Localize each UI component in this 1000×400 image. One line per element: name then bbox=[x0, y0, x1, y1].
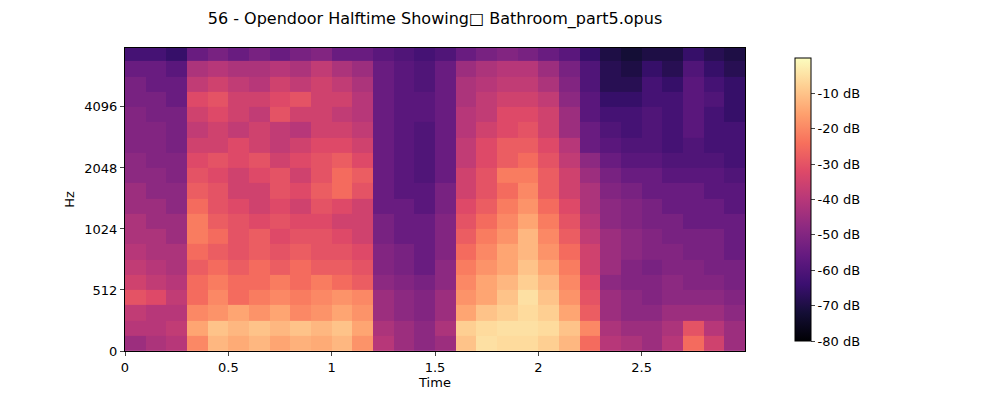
svg-text:4096: 4096 bbox=[84, 99, 117, 114]
svg-text:0.5: 0.5 bbox=[218, 360, 239, 375]
svg-text:-30 dB: -30 dB bbox=[818, 157, 861, 172]
svg-text:1: 1 bbox=[328, 360, 336, 375]
svg-text:-20 dB: -20 dB bbox=[818, 121, 861, 136]
svg-text:-70 dB: -70 dB bbox=[818, 298, 861, 313]
svg-text:2048: 2048 bbox=[84, 161, 117, 176]
svg-text:1024: 1024 bbox=[84, 222, 117, 237]
svg-text:-50 dB: -50 dB bbox=[818, 227, 861, 242]
svg-text:-80 dB: -80 dB bbox=[818, 334, 861, 349]
svg-text:-40 dB: -40 dB bbox=[818, 192, 861, 207]
svg-text:1.5: 1.5 bbox=[425, 360, 446, 375]
svg-text:512: 512 bbox=[93, 283, 118, 298]
svg-text:-60 dB: -60 dB bbox=[818, 263, 861, 278]
svg-text:-10 dB: -10 dB bbox=[818, 86, 861, 101]
svg-text:0: 0 bbox=[121, 360, 129, 375]
svg-text:56 - Opendoor Halftime Showing: 56 - Opendoor Halftime Showing□ Bathroom… bbox=[208, 9, 663, 29]
svg-text:0: 0 bbox=[109, 344, 117, 359]
svg-text:2.5: 2.5 bbox=[631, 360, 652, 375]
svg-text:Time: Time bbox=[418, 375, 451, 390]
svg-text:2: 2 bbox=[534, 360, 542, 375]
svg-text:Hz: Hz bbox=[62, 191, 77, 208]
